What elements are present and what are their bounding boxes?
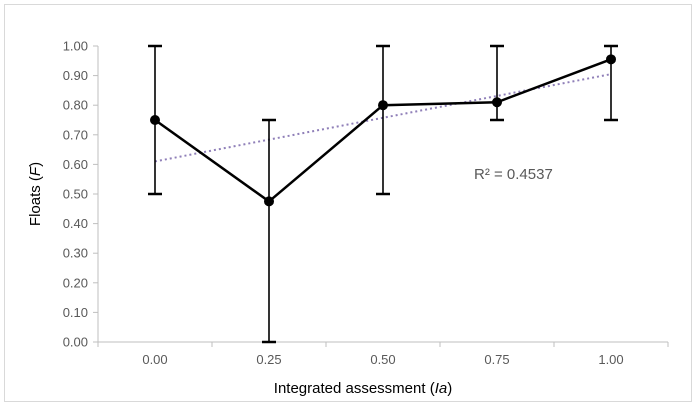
y-axis-title: Floats (F)	[27, 162, 44, 226]
y-tick-label: 0.00	[63, 335, 88, 350]
y-tick-label: 0.70	[63, 127, 88, 142]
data-point	[264, 196, 274, 207]
y-tick-label: 0.10	[63, 305, 88, 320]
x-axis-title: Integrated assessment (Ia)	[274, 380, 452, 397]
y-axis-ticks: 0.00 0.10 0.20 0.30 0.40 0.50 0.60 0.70 0.80 0.90…	[63, 39, 98, 350]
y-tick-label: 1.00	[63, 39, 88, 54]
data-point	[150, 115, 160, 125]
y-tick-label: 0.90	[63, 68, 88, 83]
x-tick-label: 0.25	[256, 352, 281, 367]
y-tick-label: 0.80	[63, 98, 88, 113]
y-tick-label: 0.40	[63, 216, 88, 231]
series-group	[150, 54, 616, 207]
y-tick-label: 0.50	[63, 187, 88, 202]
y-tick-label: 0.20	[63, 275, 88, 290]
x-tick-label: 0.75	[484, 352, 509, 367]
chart-frame	[4, 4, 692, 402]
x-tick-label: 1.00	[598, 352, 623, 367]
error-bars	[148, 44, 618, 344]
data-point	[606, 54, 616, 65]
r-squared-annotation: R² = 0.4537	[474, 166, 553, 183]
x-tick-label: 0.50	[370, 352, 395, 367]
data-point	[378, 100, 388, 111]
data-point	[492, 97, 502, 108]
y-tick-label: 0.60	[63, 157, 88, 172]
x-axis-ticks: 0.00 0.25 0.50 0.75 1.00	[97, 342, 669, 367]
y-tick-label: 0.30	[63, 246, 88, 261]
x-tick-label: 0.00	[142, 352, 167, 367]
